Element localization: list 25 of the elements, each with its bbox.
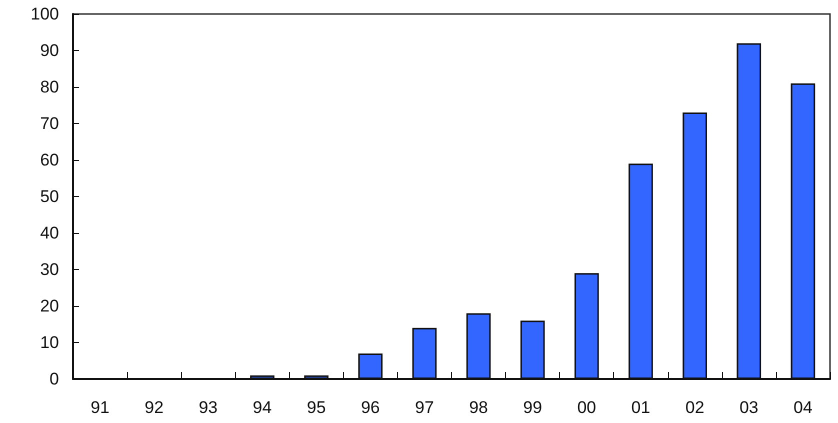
y-tick-label: 80 (40, 78, 59, 96)
y-tick-label: 70 (40, 114, 59, 133)
x-tick-label: 96 (360, 398, 380, 417)
x-tick-label: 94 (252, 398, 272, 417)
y-tick-label: 60 (40, 150, 59, 170)
x-tick-label: 97 (415, 398, 434, 417)
y-tick-label: 20 (40, 296, 59, 316)
y-tick-label: 30 (40, 260, 59, 279)
x-tick-label: 93 (198, 398, 218, 417)
x-tick-label: 03 (739, 398, 758, 417)
x-tick-label: 98 (469, 398, 488, 417)
y-tick-label: 0 (50, 370, 59, 388)
x-tick-label: 95 (306, 398, 326, 417)
y-tick-label: 90 (40, 41, 59, 60)
y-tick-label: 10 (40, 333, 59, 352)
y-tick-label: 50 (40, 187, 59, 206)
y-tick-label: 100 (30, 4, 59, 24)
x-tick-label: 99 (523, 398, 542, 417)
x-tick-label: 01 (631, 398, 650, 417)
x-tick-label: 91 (90, 398, 110, 417)
x-tick-label: 04 (794, 398, 812, 417)
y-tick-label: 40 (40, 224, 59, 242)
x-tick-label: 92 (144, 398, 164, 417)
x-tick-label: 00 (577, 398, 596, 417)
x-tick-label: 02 (685, 398, 704, 417)
